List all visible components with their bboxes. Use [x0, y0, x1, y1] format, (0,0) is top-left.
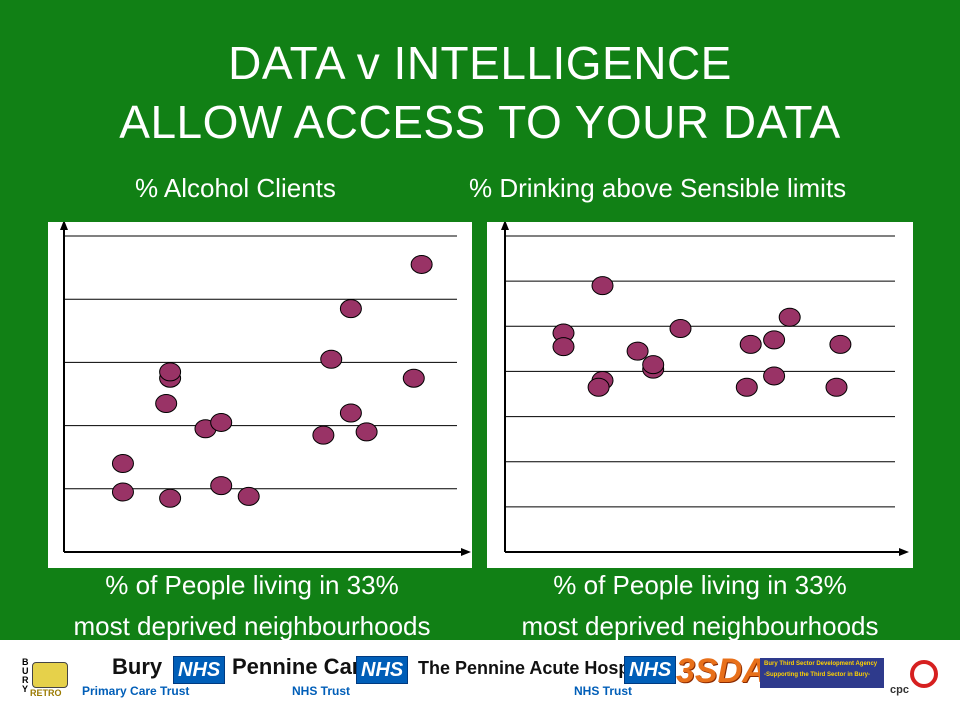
tsda-line-1: Bury Third Sector Development Agency: [764, 661, 878, 667]
cpc-text: cpc: [890, 684, 909, 696]
chart-1-point: [339, 403, 362, 423]
nhs-logo-1: NHS: [173, 656, 226, 684]
chart-1-xlabel-line-1: % of People living in 33%: [105, 570, 399, 600]
bury-retro-logo: BURY RETRO: [22, 658, 72, 698]
pennine-acute-subtitle: NHS Trust: [574, 684, 633, 698]
bury-retro-emblem-icon: [32, 662, 68, 688]
chart-1-point: [320, 349, 343, 369]
chart-1-point: [210, 412, 233, 432]
tsda-line-2: -Supporting the Third Sector in Bury-: [764, 672, 870, 678]
chart-1-xlabel-line-2: most deprived neighbourhoods: [73, 611, 431, 641]
chart-2-point: [587, 377, 610, 397]
pennine-care-name: Pennine Care: [232, 654, 373, 679]
chart-1-point: [155, 393, 178, 413]
chart-1-point: [111, 482, 134, 502]
chart-2-point: [825, 377, 848, 397]
tsda-logo: 3SDA Bury Third Sector Development Agenc…: [676, 652, 886, 692]
nhs-logo-2: NHS: [356, 656, 409, 684]
chart-2-point: [763, 330, 786, 350]
chart-1-point: [312, 425, 335, 445]
chart-2-point: [778, 307, 801, 327]
chart-1-x-axis-arrow: [461, 548, 471, 556]
chart-2-xlabel-line-1: % of People living in 33%: [553, 570, 847, 600]
cpc-logo-icon: [910, 660, 938, 688]
bury-pct-name: Bury: [112, 654, 163, 679]
tsda-banner: Bury Third Sector Development Agency -Su…: [760, 658, 884, 688]
chart-2-xlabel-line-2: most deprived neighbourhoods: [521, 611, 879, 641]
chart-2-point: [591, 276, 614, 296]
tsda-wordmark: 3SDA: [676, 652, 767, 690]
chart-1-point: [237, 486, 260, 506]
chart-2-point: [642, 355, 665, 375]
chart-1: [48, 222, 472, 568]
nhs-logo-3: NHS: [624, 656, 677, 684]
chart-1-point: [355, 422, 378, 442]
slide-title-line-2: ALLOW ACCESS TO YOUR DATA: [119, 96, 841, 148]
bury-pct-subtitle: Primary Care Trust: [82, 684, 190, 698]
chart-2-y-axis-arrow: [501, 222, 509, 230]
slide-background: DATA v INTELLIGENCE ALLOW ACCESS TO YOUR…: [0, 0, 960, 641]
chart-1-point: [402, 368, 425, 388]
chart-1-point: [159, 362, 182, 382]
bury-retro-text: RETRO: [30, 688, 62, 698]
chart-2: [487, 222, 913, 568]
chart-1-point: [339, 299, 362, 319]
chart-2-point: [739, 334, 762, 354]
chart-2-point: [763, 366, 786, 386]
chart-2-title: % Drinking above Sensible limits: [469, 173, 847, 203]
chart-1-plot: [60, 222, 471, 556]
footer-logo-bar: BURY RETRO Bury Primary Care Trust NHS P…: [0, 640, 960, 720]
chart-2-x-axis-arrow: [899, 548, 909, 556]
chart-1-point: [410, 254, 433, 274]
pennine-care-subtitle: NHS Trust: [292, 684, 351, 698]
chart-2-point: [735, 377, 758, 397]
chart-1-point: [159, 488, 182, 508]
chart-2-point: [669, 319, 692, 339]
pennine-acute-name: The Pennine Acute Hospitals: [418, 658, 666, 678]
slide-title-line-1: DATA v INTELLIGENCE: [228, 37, 732, 89]
chart-2-plot: [501, 222, 909, 556]
chart-1-point: [210, 476, 233, 496]
chart-2-point: [626, 341, 649, 361]
chart-1-y-axis-arrow: [60, 222, 68, 230]
chart-2-point: [829, 334, 852, 354]
chart-1-point: [111, 454, 134, 474]
bury-letters: BURY: [22, 657, 29, 694]
chart-2-point: [552, 337, 575, 357]
chart-1-title: % Alcohol Clients: [135, 173, 336, 203]
